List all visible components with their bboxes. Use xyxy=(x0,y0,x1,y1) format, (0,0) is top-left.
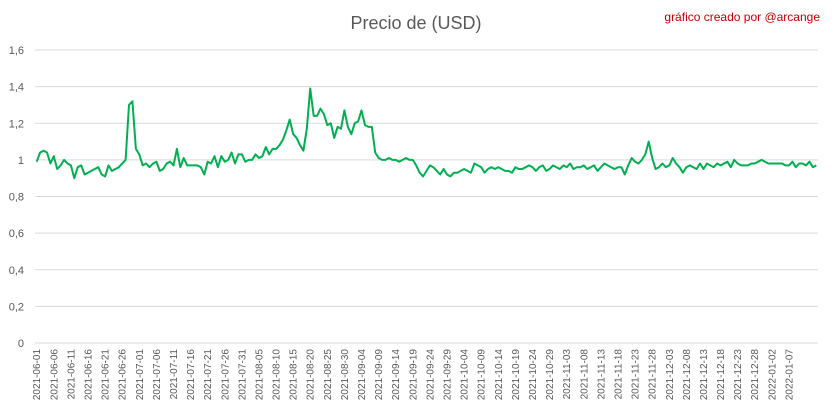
x-tick-label: 2021-11-18 xyxy=(613,349,624,400)
x-tick-label: 2021-10-24 xyxy=(528,349,539,401)
x-tick-label: 2021-06-06 xyxy=(49,349,60,401)
x-tick-label: 2021-09-24 xyxy=(425,349,436,401)
x-tick-label: 2021-06-21 xyxy=(101,349,112,401)
x-tick-label: 2021-06-01 xyxy=(32,349,43,401)
x-tick-label: 2021-10-04 xyxy=(460,349,471,401)
x-tick-label: 2021-07-11 xyxy=(169,349,180,400)
x-tick-label: 2021-07-01 xyxy=(135,349,146,401)
x-tick-label: 2021-08-25 xyxy=(323,349,334,401)
x-tick-label: 2021-07-31 xyxy=(237,349,248,401)
x-tick-label: 2021-10-29 xyxy=(545,349,556,401)
y-tick-label: 0,4 xyxy=(9,265,24,277)
x-tick-label: 2021-11-28 xyxy=(648,349,659,400)
x-tick-label: 2021-06-11 xyxy=(66,349,77,400)
x-tick-label: 2021-12-13 xyxy=(699,349,710,401)
x-tick-label: 2021-12-28 xyxy=(750,349,761,401)
x-tick-label: 2021-09-14 xyxy=(391,349,402,401)
x-tick-label: 2021-08-15 xyxy=(289,349,300,401)
x-tick-label: 2021-09-09 xyxy=(374,349,385,401)
x-tick-label: 2022-01-07 xyxy=(784,349,795,401)
price-series-line xyxy=(35,87,817,180)
x-tick-label: 2021-10-14 xyxy=(494,349,505,401)
y-tick-label: 0,8 xyxy=(9,192,24,204)
y-tick-label: 0,6 xyxy=(9,228,24,240)
x-tick-label: 2021-12-08 xyxy=(682,349,693,401)
x-tick-label: 2021-12-23 xyxy=(733,349,744,401)
x-tick-label: 2021-07-21 xyxy=(203,349,214,401)
y-tick-label: 0,2 xyxy=(9,301,24,313)
x-tick-label: 2021-11-08 xyxy=(579,349,590,400)
x-tick-label: 2021-07-06 xyxy=(152,349,163,401)
y-tick-label: 0 xyxy=(18,338,24,350)
x-tick-label: 2021-08-05 xyxy=(254,349,265,401)
chart-credit: gráfico creado por @arcange xyxy=(664,10,820,24)
x-tick-label: 2021-09-29 xyxy=(443,349,454,401)
x-tick-label: 2021-10-09 xyxy=(477,349,488,401)
x-tick-label: 2021-08-10 xyxy=(272,349,283,401)
x-tick-label: 2021-09-04 xyxy=(357,349,368,401)
x-tick-label: 2021-06-26 xyxy=(118,349,129,401)
y-tick-label: 1 xyxy=(18,155,24,167)
x-tick-label: 2021-09-19 xyxy=(408,349,419,401)
y-tick-label: 1,4 xyxy=(9,82,24,94)
y-tick-label: 1,2 xyxy=(9,118,24,130)
y-tick-label: 1,6 xyxy=(9,45,24,57)
x-tick-label: 2021-11-23 xyxy=(631,349,642,400)
x-tick-label: 2021-07-16 xyxy=(186,349,197,401)
x-tick-label: 2021-12-18 xyxy=(716,349,727,401)
x-tick-label: 2021-11-03 xyxy=(562,349,573,400)
x-tick-label: 2021-08-20 xyxy=(306,349,317,401)
chart-title: Precio de (USD) xyxy=(350,13,482,33)
x-tick-label: 2021-08-30 xyxy=(340,349,351,401)
x-tick-label: 2021-07-26 xyxy=(220,349,231,401)
x-tick-label: 2021-06-16 xyxy=(83,349,94,401)
x-tick-label: 2021-10-19 xyxy=(511,349,522,401)
x-tick-label: 2022-01-02 xyxy=(767,349,778,401)
x-tick-label: 2021-12-03 xyxy=(665,349,676,401)
x-tick-label: 2021-11-13 xyxy=(596,349,607,400)
